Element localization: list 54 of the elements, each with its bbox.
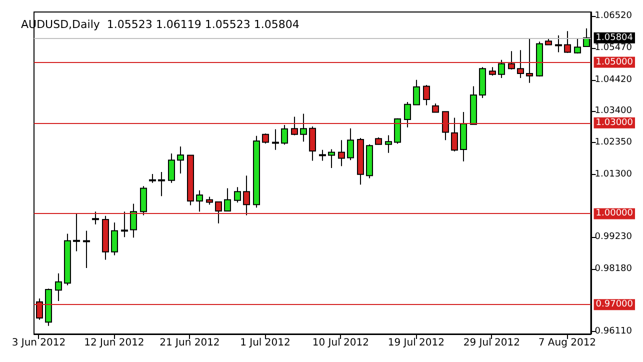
candlestick — [272, 128, 279, 150]
candlestick — [168, 152, 175, 184]
candlestick — [394, 118, 401, 144]
candlestick — [196, 190, 203, 212]
candlestick — [224, 188, 231, 212]
x-tick-label: 21 Jun 2012 — [160, 338, 220, 348]
candlestick — [328, 148, 335, 168]
y-tick-label: 1.06520 — [594, 11, 632, 22]
candlestick — [347, 128, 354, 161]
candlestick — [111, 222, 118, 256]
x-tick-label: 1 Jul 2012 — [240, 338, 290, 348]
candlestick — [498, 59, 505, 79]
x-tick-label: 29 Jul 2012 — [463, 338, 520, 348]
ref-line-label: 0.97000 — [596, 300, 634, 310]
candlestick — [73, 213, 80, 252]
y-tick-label: 1.01300 — [594, 169, 632, 180]
candlestick — [555, 34, 562, 53]
candlestick — [404, 101, 411, 128]
candlestick — [413, 79, 420, 106]
y-tick-label: 0.99230 — [594, 232, 632, 242]
y-tick-label: 1.03400 — [594, 106, 632, 116]
candlestick — [564, 30, 571, 54]
x-tick-label: 7 Aug 2012 — [538, 338, 596, 348]
candlestick — [121, 211, 128, 238]
candlestick — [234, 186, 241, 204]
candlestick — [158, 171, 165, 197]
y-tick-label: 1.02350 — [594, 138, 632, 148]
candlestick — [130, 203, 137, 238]
x-tick-label: 19 Jul 2012 — [388, 338, 445, 348]
candlestick — [300, 113, 307, 142]
x-tick-label: 3 Jun 2012 — [12, 338, 66, 348]
candlestick — [140, 186, 147, 216]
ref-line-label: 1.05804 — [596, 32, 634, 43]
candlestick — [309, 126, 316, 162]
y-tick-label: 1.05470 — [594, 43, 632, 54]
x-tick-label: 12 Jun 2012 — [84, 338, 144, 348]
candlestick — [281, 124, 288, 146]
ref-line-label: 1.03000 — [596, 118, 634, 128]
candlestick — [423, 84, 430, 106]
candlestick — [338, 140, 345, 167]
ref-line-label: 1.00000 — [596, 208, 634, 219]
candlestick — [385, 134, 392, 154]
candlestick — [177, 146, 184, 174]
candlestick — [319, 149, 326, 162]
candlestick — [55, 272, 62, 302]
candlestick — [83, 230, 90, 268]
y-tick-label: 0.98180 — [594, 264, 632, 274]
candlestick — [574, 38, 581, 54]
y-tick-label: 0.96110 — [594, 326, 632, 337]
y-tick-label: 1.04420 — [594, 74, 632, 85]
candlestick — [262, 132, 269, 144]
ref-line-label: 1.05000 — [596, 57, 634, 68]
x-tick-label: 10 Jul 2012 — [312, 338, 370, 348]
candlestick — [92, 211, 99, 225]
